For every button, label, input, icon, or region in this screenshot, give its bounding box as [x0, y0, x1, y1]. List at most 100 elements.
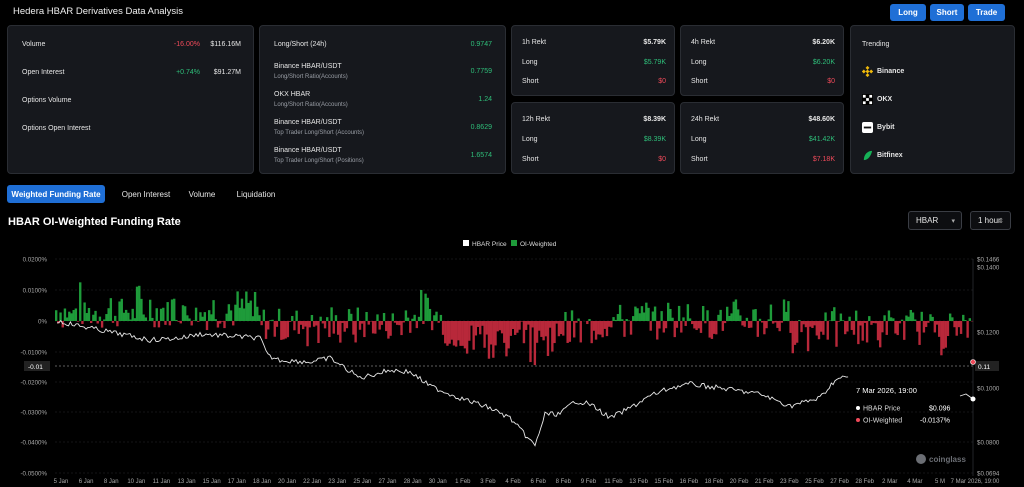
funding-bar-negative: [538, 321, 541, 331]
funding-bar-positive: [929, 314, 932, 321]
crosshair-y-badge: [24, 361, 50, 371]
funding-bar-positive: [968, 318, 972, 321]
funding-bar-negative: [454, 321, 458, 347]
right-tick-label: $0.1400: [977, 265, 1000, 272]
funding-bar-negative: [662, 321, 666, 333]
funding-bar-negative: [389, 321, 392, 336]
funding-bar-positive: [660, 311, 663, 321]
funding-bar-positive: [229, 310, 233, 321]
rekt-long: $6.20K: [812, 59, 835, 66]
binance-icon: [862, 66, 873, 77]
funding-bar-negative: [339, 321, 342, 343]
trending-item-bitfinex[interactable]: Bitfinex: [862, 150, 903, 161]
rekt-card-1h: 1h Rekt $5.79K Long $5.79K Short $0: [511, 25, 675, 96]
trade-button[interactable]: Trade: [968, 4, 1005, 21]
funding-bar-positive: [688, 318, 692, 321]
funding-bar-negative: [553, 321, 556, 344]
rekt-card-12h: 12h Rekt $8.39K Long $8.39K Short $0: [511, 102, 675, 174]
funding-bar-positive: [824, 312, 827, 321]
funding-bar-positive: [148, 299, 152, 321]
funding-bar-positive: [736, 309, 740, 321]
funding-bar-positive: [621, 319, 624, 321]
funding-bar-positive: [754, 309, 757, 321]
funding-bar-positive: [411, 318, 414, 321]
funding-bar-negative: [492, 321, 495, 358]
trending-item-okx[interactable]: OKX: [862, 94, 892, 105]
funding-bar-negative: [695, 321, 698, 331]
funding-bar-positive: [236, 291, 239, 321]
legend-funding-label: OI-Weighted: [520, 241, 557, 248]
top-bar: Hedera HBAR Derivatives Data Analysis Lo…: [0, 0, 1024, 24]
funding-bar-positive: [258, 315, 261, 321]
funding-bar-positive: [94, 310, 97, 321]
x-tick-label: 23 Feb: [780, 479, 799, 485]
x-tick-label: 15 Jan: [203, 479, 221, 485]
funding-bar-positive: [833, 307, 836, 321]
tab-liquidation[interactable]: Liquidation: [236, 189, 276, 199]
funding-bar-positive: [717, 314, 720, 321]
interval-select[interactable]: 1 hour ⇕: [970, 211, 1011, 230]
legend-price-label: HBAR Price: [472, 241, 507, 248]
funding-bar-negative: [551, 321, 554, 352]
funding-bar-positive: [131, 308, 134, 321]
x-tick-label: 13 Feb: [629, 479, 648, 485]
funding-bar-positive: [79, 282, 82, 321]
funding-bar-positive: [188, 318, 191, 321]
funding-bar-positive: [326, 317, 329, 321]
trending-name: OKX: [877, 96, 893, 103]
funding-bar-negative: [548, 321, 552, 328]
funding-bar-positive: [640, 306, 644, 321]
funding-bar-negative: [817, 321, 821, 340]
long-button[interactable]: Long: [890, 4, 926, 21]
short-button[interactable]: Short: [930, 4, 964, 21]
rekt-total: $8.39K: [643, 116, 666, 123]
tab-open-interest[interactable]: Open Interest: [121, 189, 171, 199]
ls-row-name: OKX HBAR: [274, 91, 311, 98]
left-axis: 0.0200% 0.0100% 0% -0.0100% -0.0200% -0.0300%…: [21, 257, 48, 478]
funding-bar-positive: [767, 319, 770, 321]
funding-bar-negative: [861, 321, 864, 341]
x-tick-label: 23 Jan: [328, 479, 346, 485]
funding-bar-positive: [334, 315, 338, 321]
funding-bar-negative: [476, 321, 480, 327]
funding-bar-negative: [815, 321, 819, 336]
funding-bar-positive: [588, 318, 591, 321]
asset-select[interactable]: HBAR ▾: [908, 211, 962, 230]
trending-item-bybit[interactable]: Bybit: [862, 122, 895, 133]
funding-bar-positive: [964, 319, 967, 321]
funding-bar-negative: [935, 321, 939, 325]
funding-bar-negative: [367, 321, 370, 325]
funding-bar-negative: [863, 321, 867, 323]
trending-item-binance[interactable]: Binance: [862, 66, 904, 77]
x-tick-label: 13 Jan: [178, 479, 196, 485]
funding-bar-negative: [946, 321, 950, 336]
funding-bar-negative: [844, 321, 847, 335]
funding-bar-negative: [111, 321, 115, 323]
funding-bar-positive: [103, 319, 106, 321]
funding-bar-positive: [920, 311, 923, 321]
funding-bar-negative: [299, 321, 303, 325]
x-tick-label: 9 Feb: [581, 479, 597, 485]
tab-volume[interactable]: Volume: [188, 189, 216, 199]
funding-bar-positive: [787, 301, 790, 321]
rekt-total: $5.79K: [643, 39, 666, 46]
funding-bar-negative: [518, 321, 521, 330]
funding-bar-negative: [835, 321, 838, 347]
funding-bar-negative: [437, 321, 440, 323]
funding-bar-positive: [162, 307, 165, 321]
funding-bar-positive: [758, 318, 762, 321]
funding-bar-positive: [677, 305, 681, 321]
funding-bar-negative: [699, 321, 703, 333]
right-tick-label: $0.0694: [977, 471, 1000, 478]
crosshair-price-label: 0.11: [978, 364, 991, 371]
funding-rate-chart[interactable]: HBAR Price OI-Weighted 0.0200% 0.0100% 0% -…: [0, 236, 1024, 487]
funding-bar-positive: [728, 315, 731, 321]
tab-weighted-funding-rate[interactable]: Weighted Funding Rate: [7, 185, 105, 203]
funding-bars: [55, 282, 974, 366]
open-interest-value: $91.27M: [213, 69, 241, 76]
funding-bar-negative: [179, 321, 182, 324]
funding-bar-positive: [310, 315, 314, 321]
volume-change: -16.00%: [173, 41, 200, 48]
bybit-icon: [862, 122, 873, 133]
right-tick-label: $0.0800: [977, 440, 1000, 447]
